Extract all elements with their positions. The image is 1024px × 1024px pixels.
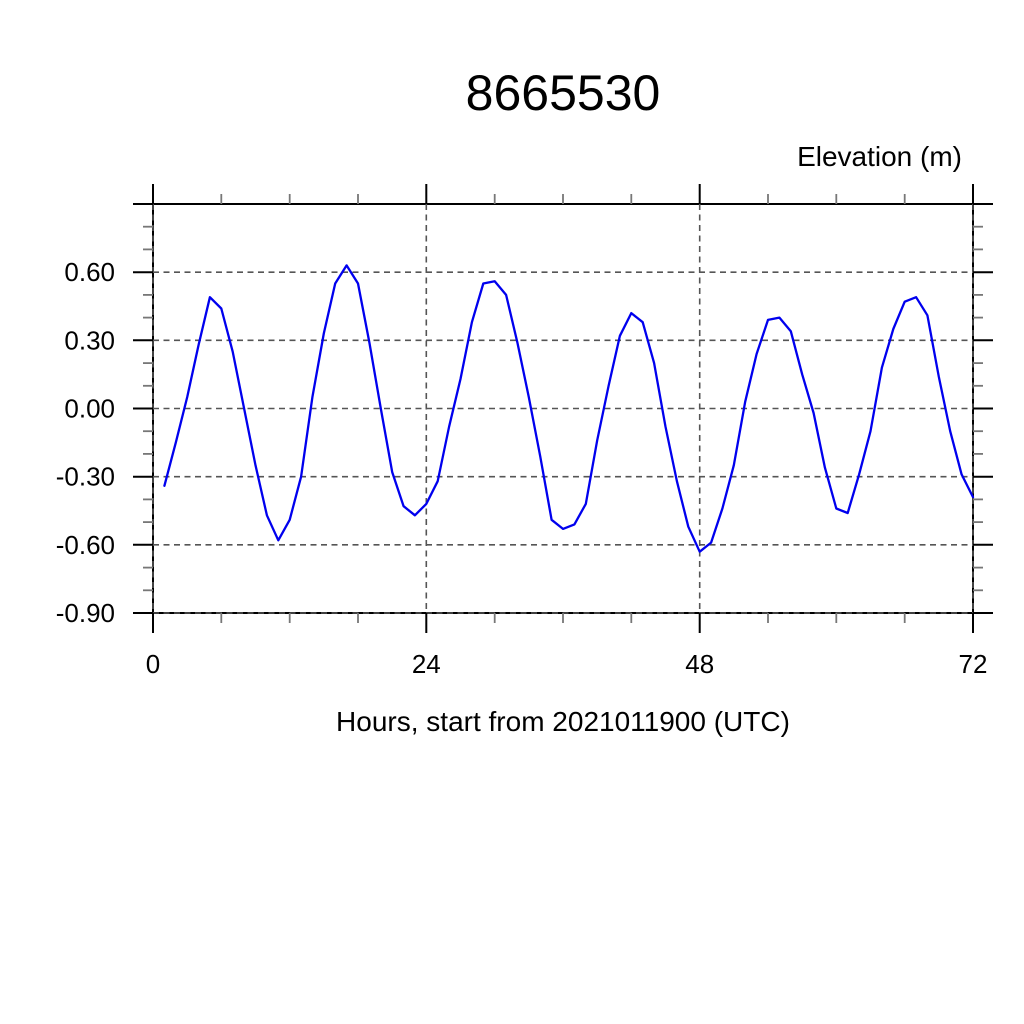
x-tick-label: 0 — [146, 649, 160, 679]
x-tick-label: 24 — [412, 649, 441, 679]
y-tick-label: -0.30 — [56, 462, 115, 492]
chart-title: 8665530 — [466, 65, 661, 121]
y-tick-label: 0.30 — [64, 325, 115, 355]
y-axis-label: Elevation (m) — [797, 141, 962, 172]
x-tick-label: 72 — [959, 649, 988, 679]
y-tick-label: -0.60 — [56, 530, 115, 560]
gridlines — [152, 204, 974, 614]
x-axis-label: Hours, start from 2021011900 (UTC) — [336, 706, 790, 737]
y-tick-label: -0.90 — [56, 598, 115, 628]
x-tick-label: 48 — [685, 649, 714, 679]
elevation-line — [163, 264, 975, 553]
y-tick-label: 0.00 — [64, 394, 115, 424]
y-tick-label: 0.60 — [64, 257, 115, 287]
tick-labels: 0 24 48 72 0.60 0.30 0.00 -0.30 -0.60 -0.90 — [56, 257, 988, 679]
axis-ticks — [133, 184, 993, 633]
